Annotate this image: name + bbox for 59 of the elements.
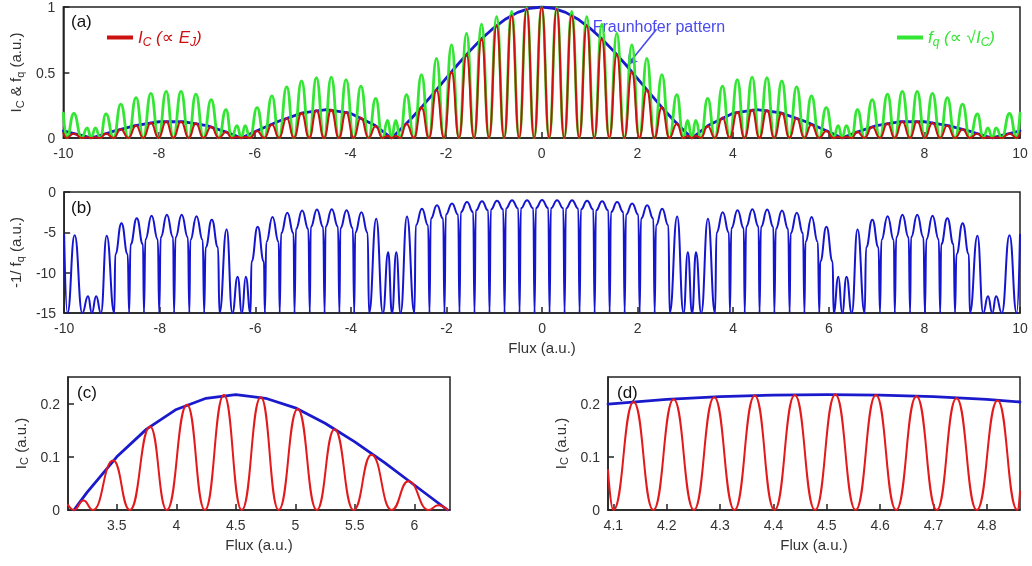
y-tick-label: 0.1 bbox=[580, 448, 601, 465]
y-tick-label: 0 bbox=[592, 502, 601, 518]
x-axis-title: Flux (a.u.) bbox=[780, 535, 848, 553]
chart-title: (d) bbox=[617, 383, 638, 402]
x-tick-label: 8 bbox=[920, 145, 929, 161]
y-tick-label: 0 bbox=[48, 184, 57, 200]
x-tick-label: 2 bbox=[633, 145, 642, 161]
x-tick-label: 6 bbox=[824, 320, 833, 337]
y-tick-label: 0.2 bbox=[40, 395, 61, 412]
annotation: Fraunhofer pattern bbox=[592, 17, 726, 35]
y-tick-label: 0.1 bbox=[40, 448, 61, 465]
x-tick-label: -8 bbox=[153, 320, 167, 337]
x-tick-label: 4.1 bbox=[603, 517, 624, 533]
y-axis-title: IC (a.u.) bbox=[11, 417, 31, 470]
x-tick-label: -6 bbox=[249, 320, 262, 337]
x-tick-label: 2 bbox=[633, 320, 642, 337]
x-tick-label: -8 bbox=[152, 145, 166, 161]
x-tick-label: 4.7 bbox=[923, 517, 944, 533]
y-tick-label: 0.5 bbox=[35, 64, 56, 81]
x-tick-label: 5 bbox=[291, 517, 300, 533]
x-tick-label: 4 bbox=[172, 517, 181, 533]
x-tick-label: 10 bbox=[1012, 320, 1028, 337]
y-tick-label: 0 bbox=[52, 502, 61, 518]
y-axis-title: -1/ fq (a.u.) bbox=[7, 216, 26, 289]
x-tick-label: 10 bbox=[1012, 145, 1028, 161]
x-tick-label: 4 bbox=[729, 320, 738, 337]
y-axis-title: IC & fq (a.u.) bbox=[7, 32, 26, 113]
x-tick-label: -2 bbox=[440, 320, 453, 337]
x-tick-label: 0 bbox=[537, 145, 546, 161]
x-tick-label: 4.3 bbox=[710, 517, 731, 533]
x-tick-label: 6 bbox=[410, 517, 419, 533]
x-tick-label: 4.4 bbox=[763, 517, 784, 533]
x-tick-label: 5.5 bbox=[345, 517, 365, 533]
x-axis-title: Flux (a.u.) bbox=[508, 339, 576, 356]
x-tick-label: 4.8 bbox=[977, 517, 997, 533]
x-tick-label: 4 bbox=[729, 145, 738, 161]
y-tick-label: 0 bbox=[47, 130, 56, 146]
y-tick-label: 1 bbox=[47, 0, 56, 15]
y-tick-label: -10 bbox=[35, 264, 57, 281]
chart-title: (c) bbox=[77, 383, 97, 402]
chart-title: (b) bbox=[71, 198, 92, 217]
x-tick-label: 4.2 bbox=[656, 517, 677, 533]
x-tick-label: 0 bbox=[538, 320, 547, 337]
y-tick-label: -15 bbox=[35, 305, 57, 322]
x-tick-label: 4.5 bbox=[817, 517, 837, 533]
x-axis-title: Flux (a.u.) bbox=[225, 535, 293, 553]
x-tick-label: 6 bbox=[824, 145, 833, 161]
y-axis-title: IC (a.u.) bbox=[551, 417, 571, 470]
x-tick-label: 4.5 bbox=[226, 517, 246, 533]
x-tick-label: 8 bbox=[920, 320, 929, 337]
y-tick-label: 0.2 bbox=[580, 395, 601, 412]
x-tick-label: -4 bbox=[344, 145, 357, 161]
x-tick-label: 4.6 bbox=[870, 517, 891, 533]
chart-title: (a) bbox=[71, 12, 92, 31]
x-tick-label: 3.5 bbox=[107, 517, 127, 533]
y-tick-label: -5 bbox=[43, 224, 57, 241]
x-tick-label: -4 bbox=[344, 320, 358, 337]
x-tick-label: -6 bbox=[248, 145, 262, 161]
x-tick-label: -2 bbox=[439, 145, 453, 161]
